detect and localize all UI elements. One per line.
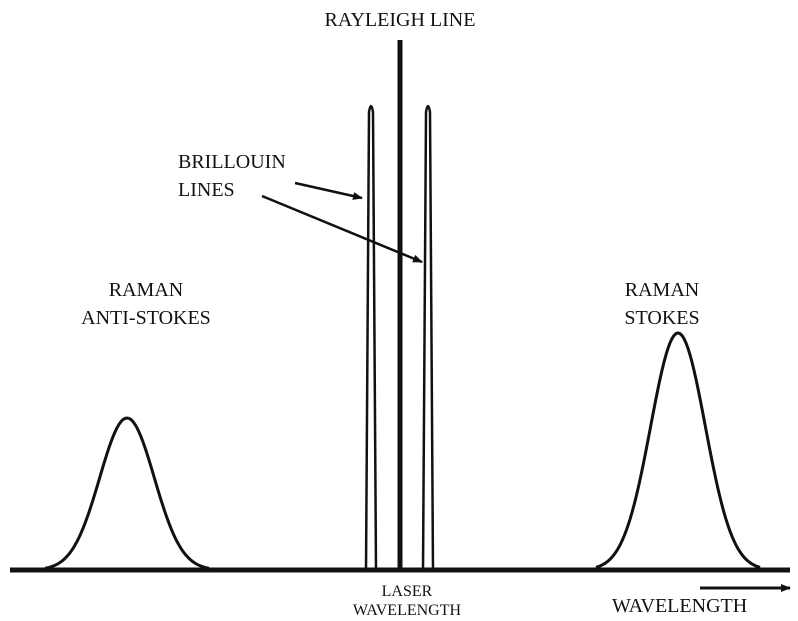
anti-stokes-label: RAMAN [109, 279, 183, 301]
laser-label: LASER [382, 583, 433, 600]
raman-anti-stokes-peak [44, 416, 210, 570]
anti-stokes-label: ANTI-STOKES [81, 307, 211, 329]
stokes-label: STOKES [624, 307, 699, 329]
brillouin-line [364, 104, 378, 571]
pointer-arrow [261, 194, 423, 264]
raman-stokes-peak [595, 331, 761, 569]
rayleigh-label: RAYLEIGH LINE [325, 9, 476, 31]
laser-label: WAVELENGTH [353, 602, 462, 619]
pointer-arrow [294, 181, 363, 200]
axis-label: WAVELENGTH [612, 595, 747, 617]
brillouin-label: BRILLOUIN [178, 151, 286, 173]
stokes-label: RAMAN [625, 279, 699, 301]
brillouin-line [421, 104, 435, 571]
brillouin-label: LINES [178, 179, 235, 201]
